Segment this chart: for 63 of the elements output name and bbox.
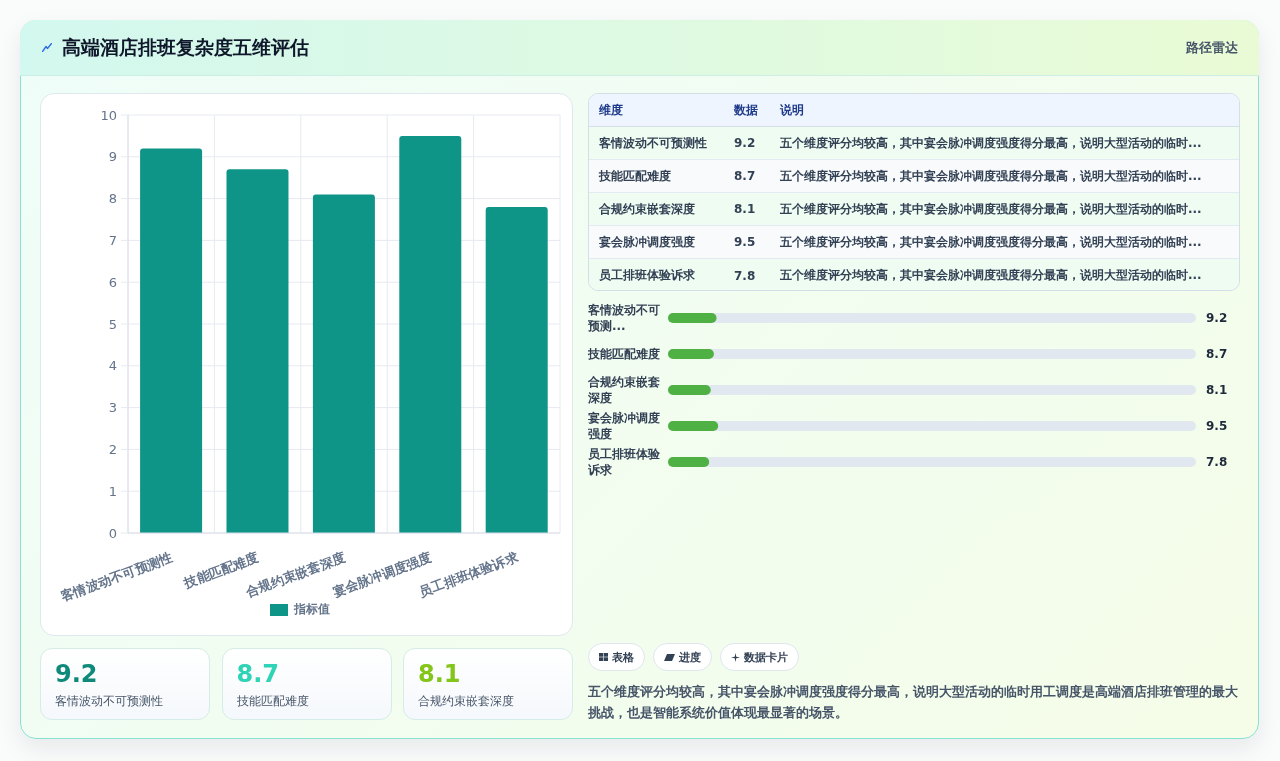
text: 路径雷达 xyxy=(1186,38,1238,57)
category-label: 合规约束嵌套深度 xyxy=(598,200,696,218)
y-tick-label: 技能匹配难度 xyxy=(587,347,660,361)
data-label: 9.2 xyxy=(733,136,757,150)
y-tick-label: 1 xyxy=(108,483,117,499)
text: 五个维度评分均较高，其中宴会脉冲调度强度得分最高，说明大型活动的临时... xyxy=(779,134,1203,152)
y-tick-label: 9 xyxy=(108,149,117,165)
y-tick-label: 3 xyxy=(108,400,117,416)
data-label: 8.1 xyxy=(733,202,757,216)
y-tick-label: 10 xyxy=(100,107,117,123)
data-label: 8.7 xyxy=(236,660,280,688)
y-tick-label: 5 xyxy=(108,316,117,332)
data-label: 7.8 xyxy=(733,268,757,283)
data-label: 8.7 xyxy=(1206,347,1228,361)
y-tick-label: 2 xyxy=(108,442,117,458)
category-label: 数据卡片 xyxy=(744,649,788,665)
text: 数据 xyxy=(733,101,759,119)
text: 五个维度评分均较高，其中宴会脉冲调度强度得分最高，说明大型活动的临时用工调度是高端酒店排班管理的最大挑战，也是智能系统价值体现最显著的场景。 xyxy=(588,683,1239,722)
x-tick-label: 客情波动不可预测性 xyxy=(58,549,175,605)
text: 五个维度评分均较高，其中宴会脉冲调度强度得分最高，说明大型活动的临时... xyxy=(779,233,1203,251)
y-tick-label: 7 xyxy=(108,233,117,249)
category-label: 进度 xyxy=(679,649,701,665)
text: 说明 xyxy=(779,101,805,119)
bar xyxy=(668,313,717,323)
bar xyxy=(668,385,711,395)
bar xyxy=(668,421,719,431)
data-label: 9.5 xyxy=(733,235,757,249)
y-tick-label: 4 xyxy=(108,358,117,374)
y-tick-label: 6 xyxy=(108,274,117,290)
data-label: 8.1 xyxy=(418,660,462,688)
data-label: 9.5 xyxy=(1206,419,1228,433)
text: 五个维度评分均较高，其中宴会脉冲调度强度得分最高，说明大型活动的临时... xyxy=(779,267,1203,284)
data-label: 7.8 xyxy=(1206,455,1228,469)
y-tick-label: 合规约束嵌套深度 xyxy=(587,375,660,405)
text: 五个维度评分均较高，其中宴会脉冲调度强度得分最高，说明大型活动的临时... xyxy=(779,167,1203,185)
category-label: 客情波动不可预测性 xyxy=(55,693,164,710)
bar xyxy=(668,457,710,467)
category-label: 技能匹配难度 xyxy=(236,693,310,710)
data-label: 8.7 xyxy=(733,169,757,183)
y-tick-label: 客情波动不可预测... xyxy=(587,303,660,333)
data-label: 9.2 xyxy=(55,660,99,688)
bar xyxy=(485,206,548,533)
y-tick-label: 8 xyxy=(108,191,117,207)
category-label: 表格 xyxy=(612,649,634,665)
bar xyxy=(312,194,375,533)
y-tick-label: 宴会脉冲调度强度 xyxy=(587,411,660,441)
category-label: 客情波动不可预测性 xyxy=(598,134,708,152)
bar xyxy=(140,148,203,533)
y-tick-label: 0 xyxy=(108,525,117,541)
text: 五个维度评分均较高，其中宴会脉冲调度强度得分最高，说明大型活动的临时... xyxy=(779,200,1203,218)
legend-label: 指标值 xyxy=(294,601,330,618)
category-label: 技能匹配难度 xyxy=(598,167,672,185)
bar xyxy=(399,135,462,533)
data-label: 8.1 xyxy=(1206,383,1228,397)
category-label: 宴会脉冲调度强度 xyxy=(598,233,696,251)
category-label: 合规约束嵌套深度 xyxy=(418,693,515,710)
text: 高端酒店排班复杂度五维评估 xyxy=(62,34,309,60)
data-label: 9.2 xyxy=(1206,311,1228,325)
bar xyxy=(668,349,714,359)
y-tick-label: 员工排班体验诉求 xyxy=(587,447,661,477)
category-label: 员工排班体验诉求 xyxy=(598,267,696,284)
bar xyxy=(226,169,289,533)
text: 维度 xyxy=(598,101,624,119)
